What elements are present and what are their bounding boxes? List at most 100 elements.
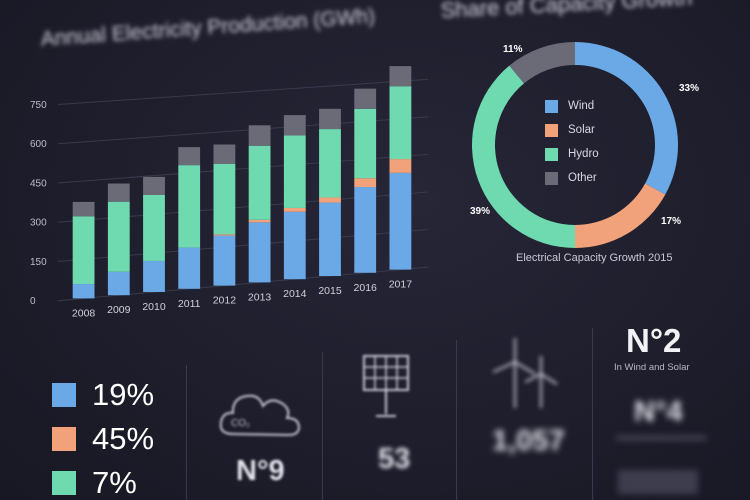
donut-label-wind: 33% bbox=[679, 83, 700, 94]
bar-segment-other bbox=[354, 88, 377, 109]
x-tick-label: 2014 bbox=[283, 288, 307, 300]
rank-bottom-blur bbox=[618, 470, 698, 494]
bar-segment-other bbox=[72, 201, 95, 217]
bar-segment-solar bbox=[283, 207, 306, 212]
legend-swatch-other bbox=[545, 171, 558, 185]
bar-segment-hydro bbox=[107, 201, 130, 272]
legend-swatch-wind bbox=[545, 99, 558, 113]
bar-segment-wind bbox=[248, 222, 271, 283]
bar-segment-solar bbox=[389, 159, 412, 173]
percent-value-solar: 45% bbox=[92, 421, 155, 456]
legend-item-other: Other bbox=[545, 166, 599, 190]
bar-segment-other bbox=[107, 183, 130, 202]
wind-value: 1,057 bbox=[492, 425, 565, 457]
bar-segment-other bbox=[283, 115, 306, 136]
legend-swatch-hydro bbox=[545, 147, 558, 161]
x-tick-label: 2013 bbox=[248, 291, 272, 303]
x-tick-label: 2015 bbox=[318, 285, 342, 297]
donut-slice-solar bbox=[575, 183, 666, 248]
bar-segment-solar bbox=[354, 178, 377, 188]
bar-segment-wind bbox=[389, 172, 412, 270]
bar-segment-hydro bbox=[283, 135, 306, 208]
donut-label-other: 11% bbox=[503, 44, 523, 55]
bar-segment-wind bbox=[178, 247, 201, 289]
donut-label-hydro: 39% bbox=[470, 206, 491, 217]
percent-value-hydro: 7% bbox=[92, 465, 137, 500]
percent-swatch-hydro bbox=[52, 471, 76, 495]
donut-slice-other bbox=[509, 41, 575, 84]
y-tick-label: 0 bbox=[30, 296, 36, 307]
bar-segment-other bbox=[213, 144, 236, 164]
y-tick-label: 300 bbox=[30, 218, 47, 229]
bar-segment-wind bbox=[72, 284, 95, 299]
bar-segment-wind bbox=[107, 271, 130, 296]
solar-value: 53 bbox=[378, 443, 411, 475]
bar-segment-solar bbox=[319, 197, 341, 203]
x-tick-label: 2008 bbox=[72, 307, 96, 319]
divider-3 bbox=[456, 340, 457, 500]
bar-segment-hydro bbox=[143, 195, 165, 261]
legend-item-solar: Solar bbox=[545, 118, 599, 142]
bar-segment-hydro bbox=[354, 108, 377, 179]
divider-2 bbox=[322, 352, 323, 500]
bar-segment-wind bbox=[283, 211, 306, 280]
bar-segment-wind bbox=[354, 187, 377, 273]
co2-icon-text: CO₂ bbox=[231, 418, 250, 429]
gridline bbox=[57, 78, 429, 106]
percent-stats: 19% 45% 7% bbox=[52, 373, 154, 500]
x-tick-label: 2010 bbox=[142, 301, 166, 313]
bar-segment-other bbox=[143, 176, 165, 195]
co2-rank-value: N°9 bbox=[236, 455, 285, 487]
rank-value: N°4 bbox=[634, 396, 683, 428]
x-tick-label: 2009 bbox=[107, 304, 131, 316]
rank-caption-placeholder bbox=[616, 436, 706, 440]
donut-label-solar: 17% bbox=[661, 216, 682, 227]
x-tick-label: 2016 bbox=[354, 282, 378, 294]
x-tick-label: 2011 bbox=[178, 298, 201, 310]
legend-label-solar: Solar bbox=[568, 124, 595, 136]
donut-slice-hydro bbox=[472, 65, 575, 248]
donut-legend: Wind Solar Hydro Other bbox=[545, 94, 599, 190]
bar-segment-hydro bbox=[213, 163, 236, 235]
donut-slice-wind bbox=[575, 42, 678, 195]
bar-segment-other bbox=[178, 147, 201, 166]
y-tick-label: 750 bbox=[30, 100, 47, 111]
bar-segment-wind bbox=[319, 202, 341, 276]
legend-swatch-solar bbox=[545, 123, 558, 137]
percent-row-solar: 45% bbox=[52, 417, 154, 461]
wind-turbine-icon bbox=[492, 338, 558, 408]
legend-label-other: Other bbox=[568, 172, 597, 184]
rank-title: N°2 bbox=[626, 322, 682, 359]
bar-segment-hydro bbox=[178, 165, 201, 248]
percent-row-hydro: 7% bbox=[52, 461, 154, 500]
divider-1 bbox=[186, 365, 187, 500]
co2-cloud-icon bbox=[219, 394, 301, 437]
bar-segment-solar bbox=[213, 234, 236, 236]
bar-segment-hydro bbox=[248, 145, 271, 220]
bar-segment-solar bbox=[248, 219, 271, 223]
donut-chart-caption: Electrical Capacity Growth 2015 bbox=[516, 252, 673, 264]
bar-segment-hydro bbox=[389, 86, 412, 160]
bar-plot: 0 150 300 450 600 750 2008 2009 2010 2011 2012 2013… bbox=[30, 66, 429, 319]
legend-label-hydro: Hydro bbox=[568, 148, 599, 160]
rank-subtitle: In Wind and Solar bbox=[614, 362, 690, 373]
y-tick-label: 600 bbox=[30, 139, 47, 150]
legend-item-hydro: Hydro bbox=[545, 142, 599, 166]
x-tick-label: 2017 bbox=[389, 279, 413, 291]
bar-segment-other bbox=[389, 66, 412, 87]
percent-swatch-wind bbox=[52, 383, 76, 407]
x-tick-label: 2012 bbox=[213, 295, 237, 307]
bar-segment-hydro bbox=[72, 216, 95, 285]
legend-label-wind: Wind bbox=[568, 100, 595, 112]
percent-swatch-solar bbox=[52, 427, 76, 451]
legend-item-wind: Wind bbox=[545, 94, 599, 118]
solar-panel-icon bbox=[363, 355, 409, 417]
bar-segment-other bbox=[319, 108, 341, 130]
bar-segment-hydro bbox=[319, 129, 341, 198]
donut-chart bbox=[472, 41, 678, 248]
bar-segment-wind bbox=[213, 235, 236, 286]
y-tick-label: 150 bbox=[30, 257, 47, 268]
bar-segment-other bbox=[248, 125, 271, 146]
